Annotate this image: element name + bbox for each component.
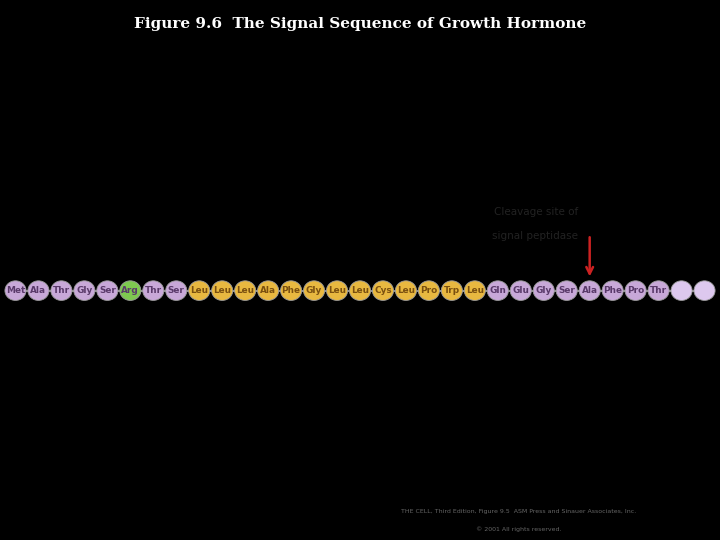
Ellipse shape [258, 281, 279, 300]
Text: Phe: Phe [603, 286, 622, 295]
Text: Ala: Ala [30, 286, 47, 295]
Ellipse shape [464, 281, 485, 300]
Ellipse shape [418, 281, 439, 300]
Ellipse shape [189, 281, 210, 300]
Text: Ala: Ala [582, 286, 598, 295]
Ellipse shape [556, 281, 577, 300]
Text: Figure 9.6  The Signal Sequence of Growth Hormone: Figure 9.6 The Signal Sequence of Growth… [134, 17, 586, 31]
Ellipse shape [51, 281, 72, 300]
Ellipse shape [143, 281, 164, 300]
Text: Cleavage site of: Cleavage site of [494, 206, 578, 217]
Text: Pro: Pro [420, 286, 438, 295]
Ellipse shape [671, 281, 692, 300]
Text: Arg: Arg [122, 286, 139, 295]
Text: Glu: Glu [513, 286, 529, 295]
Ellipse shape [166, 281, 186, 300]
Text: Met: Met [6, 286, 25, 295]
Text: Ser: Ser [168, 286, 185, 295]
Text: Gly: Gly [306, 286, 322, 295]
Ellipse shape [694, 281, 715, 300]
Ellipse shape [395, 281, 416, 300]
Text: Leu: Leu [213, 286, 231, 295]
Ellipse shape [212, 281, 233, 300]
Text: Phe: Phe [282, 286, 300, 295]
Text: © 2001 All rights reserved.: © 2001 All rights reserved. [476, 526, 561, 532]
Text: Thr: Thr [650, 286, 667, 295]
Text: Gln: Gln [490, 286, 506, 295]
Ellipse shape [326, 281, 348, 300]
Text: THE CELL, Third Edition, Figure 9.5  ASM Press and Sinauer Associates, Inc.: THE CELL, Third Edition, Figure 9.5 ASM … [401, 509, 636, 515]
Ellipse shape [235, 281, 256, 300]
Text: Ala: Ala [260, 286, 276, 295]
Text: Gly: Gly [536, 286, 552, 295]
Text: Thr: Thr [145, 286, 162, 295]
Ellipse shape [602, 281, 624, 300]
Ellipse shape [441, 281, 462, 300]
Ellipse shape [349, 281, 371, 300]
Text: Pro: Pro [627, 286, 644, 295]
Ellipse shape [5, 281, 26, 300]
Ellipse shape [120, 281, 141, 300]
Text: Leu: Leu [328, 286, 346, 295]
Ellipse shape [96, 281, 118, 300]
Text: signal peptidase: signal peptidase [492, 231, 578, 241]
Text: Trp: Trp [444, 286, 460, 295]
Ellipse shape [304, 281, 325, 300]
Ellipse shape [372, 281, 394, 300]
Ellipse shape [28, 281, 49, 300]
Text: Leu: Leu [190, 286, 208, 295]
Text: Leu: Leu [466, 286, 484, 295]
Ellipse shape [625, 281, 646, 300]
Ellipse shape [487, 281, 508, 300]
Ellipse shape [648, 281, 669, 300]
Text: Cys: Cys [374, 286, 392, 295]
Text: Leu: Leu [236, 286, 254, 295]
Ellipse shape [281, 281, 302, 300]
Text: Ser: Ser [99, 286, 116, 295]
Ellipse shape [534, 281, 554, 300]
Text: Leu: Leu [397, 286, 415, 295]
Text: Ser: Ser [558, 286, 575, 295]
Text: Leu: Leu [351, 286, 369, 295]
Ellipse shape [579, 281, 600, 300]
Text: Gly: Gly [76, 286, 92, 295]
Ellipse shape [510, 281, 531, 300]
Text: Thr: Thr [53, 286, 70, 295]
Ellipse shape [74, 281, 95, 300]
